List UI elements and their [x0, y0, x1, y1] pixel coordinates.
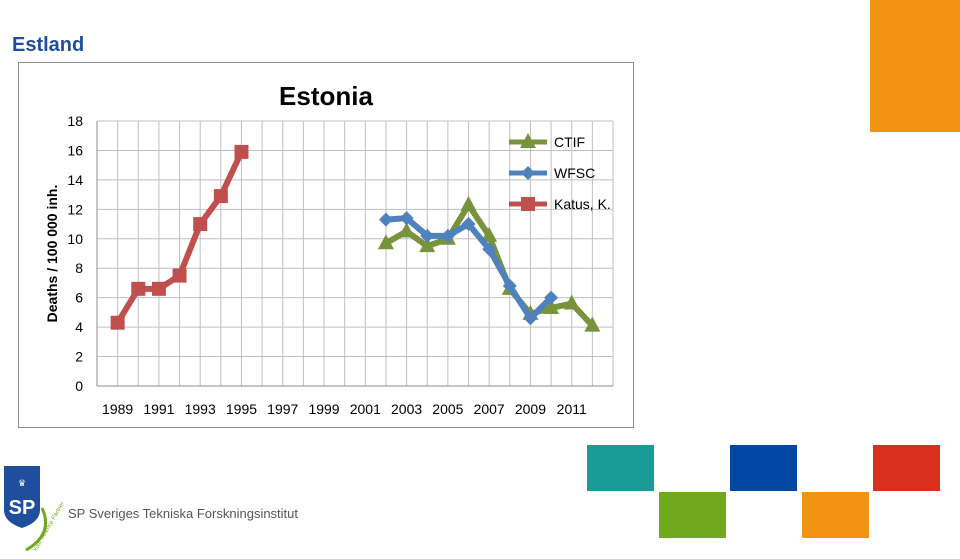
orange-corner-block: [870, 0, 960, 132]
data-point: [419, 237, 436, 253]
green-tile: [659, 492, 726, 538]
sp-logo: ♛ SP Your Science Partner: [2, 464, 66, 554]
chart-title: Estonia: [279, 81, 373, 111]
sp-logo-text: SP: [9, 497, 36, 519]
x-tick-label: 1999: [308, 401, 339, 417]
data-point: [482, 242, 497, 257]
y-tick-label: 12: [67, 201, 83, 217]
chart-frame: Estonia 0 2 4 6 8 10 12 14 16 18 1989 1991 1993 1995 19…: [18, 62, 634, 428]
x-tick-label: 2001: [350, 401, 381, 417]
data-point: [110, 315, 125, 330]
data-point: [377, 234, 394, 250]
y-tick-label: 8: [75, 260, 83, 276]
orange-tile: [802, 492, 869, 538]
data-point: [502, 278, 517, 293]
x-tick-label: 2007: [474, 401, 505, 417]
y-tick-label: 4: [75, 319, 83, 335]
y-tick-label: 6: [75, 290, 83, 306]
data-point: [543, 298, 560, 314]
data-point: [461, 217, 476, 232]
data-point: [584, 316, 601, 332]
y-tick-label: 10: [67, 231, 83, 247]
legend-label: WFSC: [554, 165, 595, 181]
y-axis-label: Deaths / 100 000 inh.: [44, 185, 60, 323]
data-point: [193, 217, 208, 232]
x-tick-label: 1995: [226, 401, 257, 417]
blue-tile: [730, 445, 797, 491]
data-point: [544, 290, 559, 305]
x-tick-label: 1993: [185, 401, 216, 417]
legend-label: Katus, K.: [554, 196, 611, 212]
footer-org-name: SP Sveriges Tekniska Forskningsinstitut: [68, 506, 299, 521]
x-tick-label: 1989: [102, 401, 133, 417]
data-point: [563, 294, 580, 310]
data-point: [378, 212, 393, 227]
slide-title: Estland: [12, 34, 85, 56]
data-point: [398, 222, 415, 238]
data-point: [460, 195, 477, 211]
svg-text:♛: ♛: [18, 478, 26, 488]
red-tile: [873, 445, 940, 491]
data-point: [172, 268, 187, 283]
data-point: [213, 189, 228, 204]
data-point: [523, 311, 538, 326]
data-point: [420, 228, 435, 243]
y-tick-label: 14: [67, 172, 83, 188]
data-point: [481, 226, 498, 242]
data-point: [131, 281, 146, 296]
legend-marker: [521, 166, 535, 180]
y-tick-label: 16: [67, 142, 83, 158]
x-tick-label: 1991: [143, 401, 174, 417]
x-tick-label: 1997: [267, 401, 298, 417]
y-tick-label: 18: [67, 113, 83, 129]
y-tick-label: 0: [75, 378, 83, 394]
legend-marker: [520, 133, 536, 148]
y-tick-label: 2: [75, 349, 83, 365]
data-point: [151, 281, 166, 296]
data-point: [234, 144, 249, 159]
teal-tile: [587, 445, 654, 491]
x-tick-label: 2011: [557, 401, 587, 417]
line-chart: Estonia 0 2 4 6 8 10 12 14 16 18 1989 1991 1993 1995 19…: [44, 81, 614, 417]
data-point: [399, 211, 414, 226]
legend-marker: [521, 197, 535, 211]
legend-label: CTIF: [554, 134, 585, 150]
x-tick-label: 2003: [391, 401, 422, 417]
data-point: [440, 228, 455, 243]
x-tick-label: 2005: [432, 401, 463, 417]
x-tick-label: 2009: [515, 401, 546, 417]
